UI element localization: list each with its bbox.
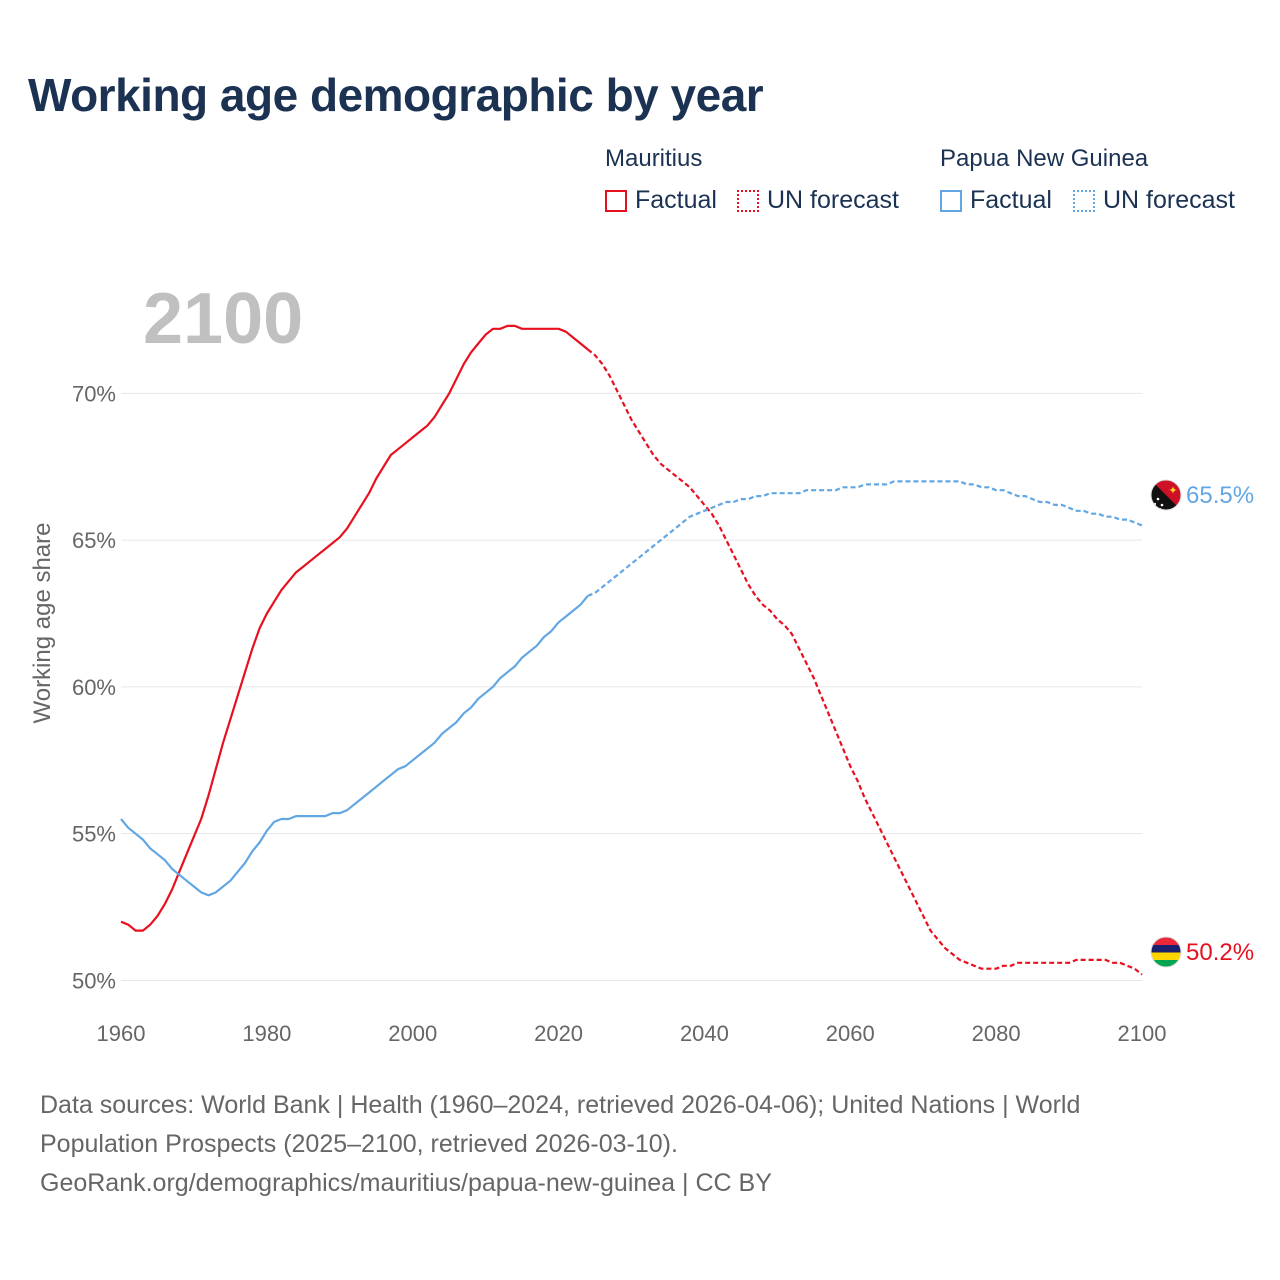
x-tick-label: 1960 (97, 1021, 146, 1046)
svg-text:✦: ✦ (1168, 485, 1177, 497)
chart-title: Working age demographic by year (28, 69, 764, 121)
legend-swatch-dotted (1073, 189, 1095, 212)
papua-new-guinea-forecast-line[interactable] (587, 480, 1143, 597)
x-tick-label: 2080 (972, 1021, 1021, 1046)
legend-swatch-dotted (737, 189, 759, 212)
y-axis-label: Working age share (29, 523, 56, 724)
legend-mauritius-factual[interactable]: Factual (605, 186, 717, 215)
legend-label: UN forecast (767, 186, 899, 214)
x-tick-label: 2060 (826, 1021, 875, 1046)
legend-swatch-solid (605, 189, 627, 212)
y-tick-label: 55% (72, 822, 116, 847)
legend-title-png: Papua New Guinea (940, 145, 1149, 172)
papua-new-guinea-factual-line[interactable] (120, 595, 589, 897)
y-tick-label: 70% (72, 381, 116, 406)
png-end-label: 65.5% (1186, 482, 1254, 509)
source-link[interactable]: GeoRank.org/demographics/mauritius/papua… (40, 1169, 772, 1197)
legend-png-forecast[interactable]: UN forecast (1073, 186, 1235, 215)
legend-title-mauritius: Mauritius (605, 145, 703, 172)
legend-label: Factual (635, 186, 717, 214)
source-line: Data sources: World Bank | Health (1960–… (40, 1091, 1081, 1119)
source-line: Population Prospects (2025–2100, retriev… (40, 1130, 678, 1158)
mauritius-forecast-line[interactable] (587, 348, 1143, 976)
y-tick-label: 60% (72, 675, 116, 700)
png-flag-icon: ✦ (1150, 479, 1182, 511)
x-tick-label: 2000 (388, 1021, 437, 1046)
line-chart: 2100 50% 55% 60% 65% 70% 1960 1980 2000 2020 204… (29, 279, 1254, 1046)
mauritius-end-label: 50.2% (1186, 939, 1254, 966)
x-tick-label: 1980 (242, 1021, 291, 1046)
grid-lines (121, 392, 1142, 981)
data-source-note: Data sources: World Bank | Health (1960–… (40, 1086, 1240, 1203)
legend-swatch-solid (940, 189, 962, 212)
mauritius-factual-line[interactable] (120, 324, 589, 932)
y-tick-label: 50% (72, 968, 116, 993)
legend-png-factual[interactable]: Factual (940, 186, 1052, 215)
mauritius-flag-icon (1150, 936, 1182, 968)
y-tick-labels: 50% 55% 60% 65% 70% (72, 381, 116, 993)
x-tick-label: 2040 (680, 1021, 729, 1046)
year-watermark: 2100 (143, 279, 303, 359)
x-tick-labels: 1960 1980 2000 2020 2040 2060 2080 2100 (97, 1021, 1167, 1046)
legend-label: UN forecast (1103, 186, 1235, 214)
legend-mauritius-forecast[interactable]: UN forecast (737, 186, 899, 215)
legend-label: Factual (970, 186, 1052, 214)
x-tick-label: 2100 (1118, 1021, 1167, 1046)
y-tick-label: 65% (72, 528, 116, 553)
series-lines (120, 324, 1143, 976)
x-tick-label: 2020 (534, 1021, 583, 1046)
